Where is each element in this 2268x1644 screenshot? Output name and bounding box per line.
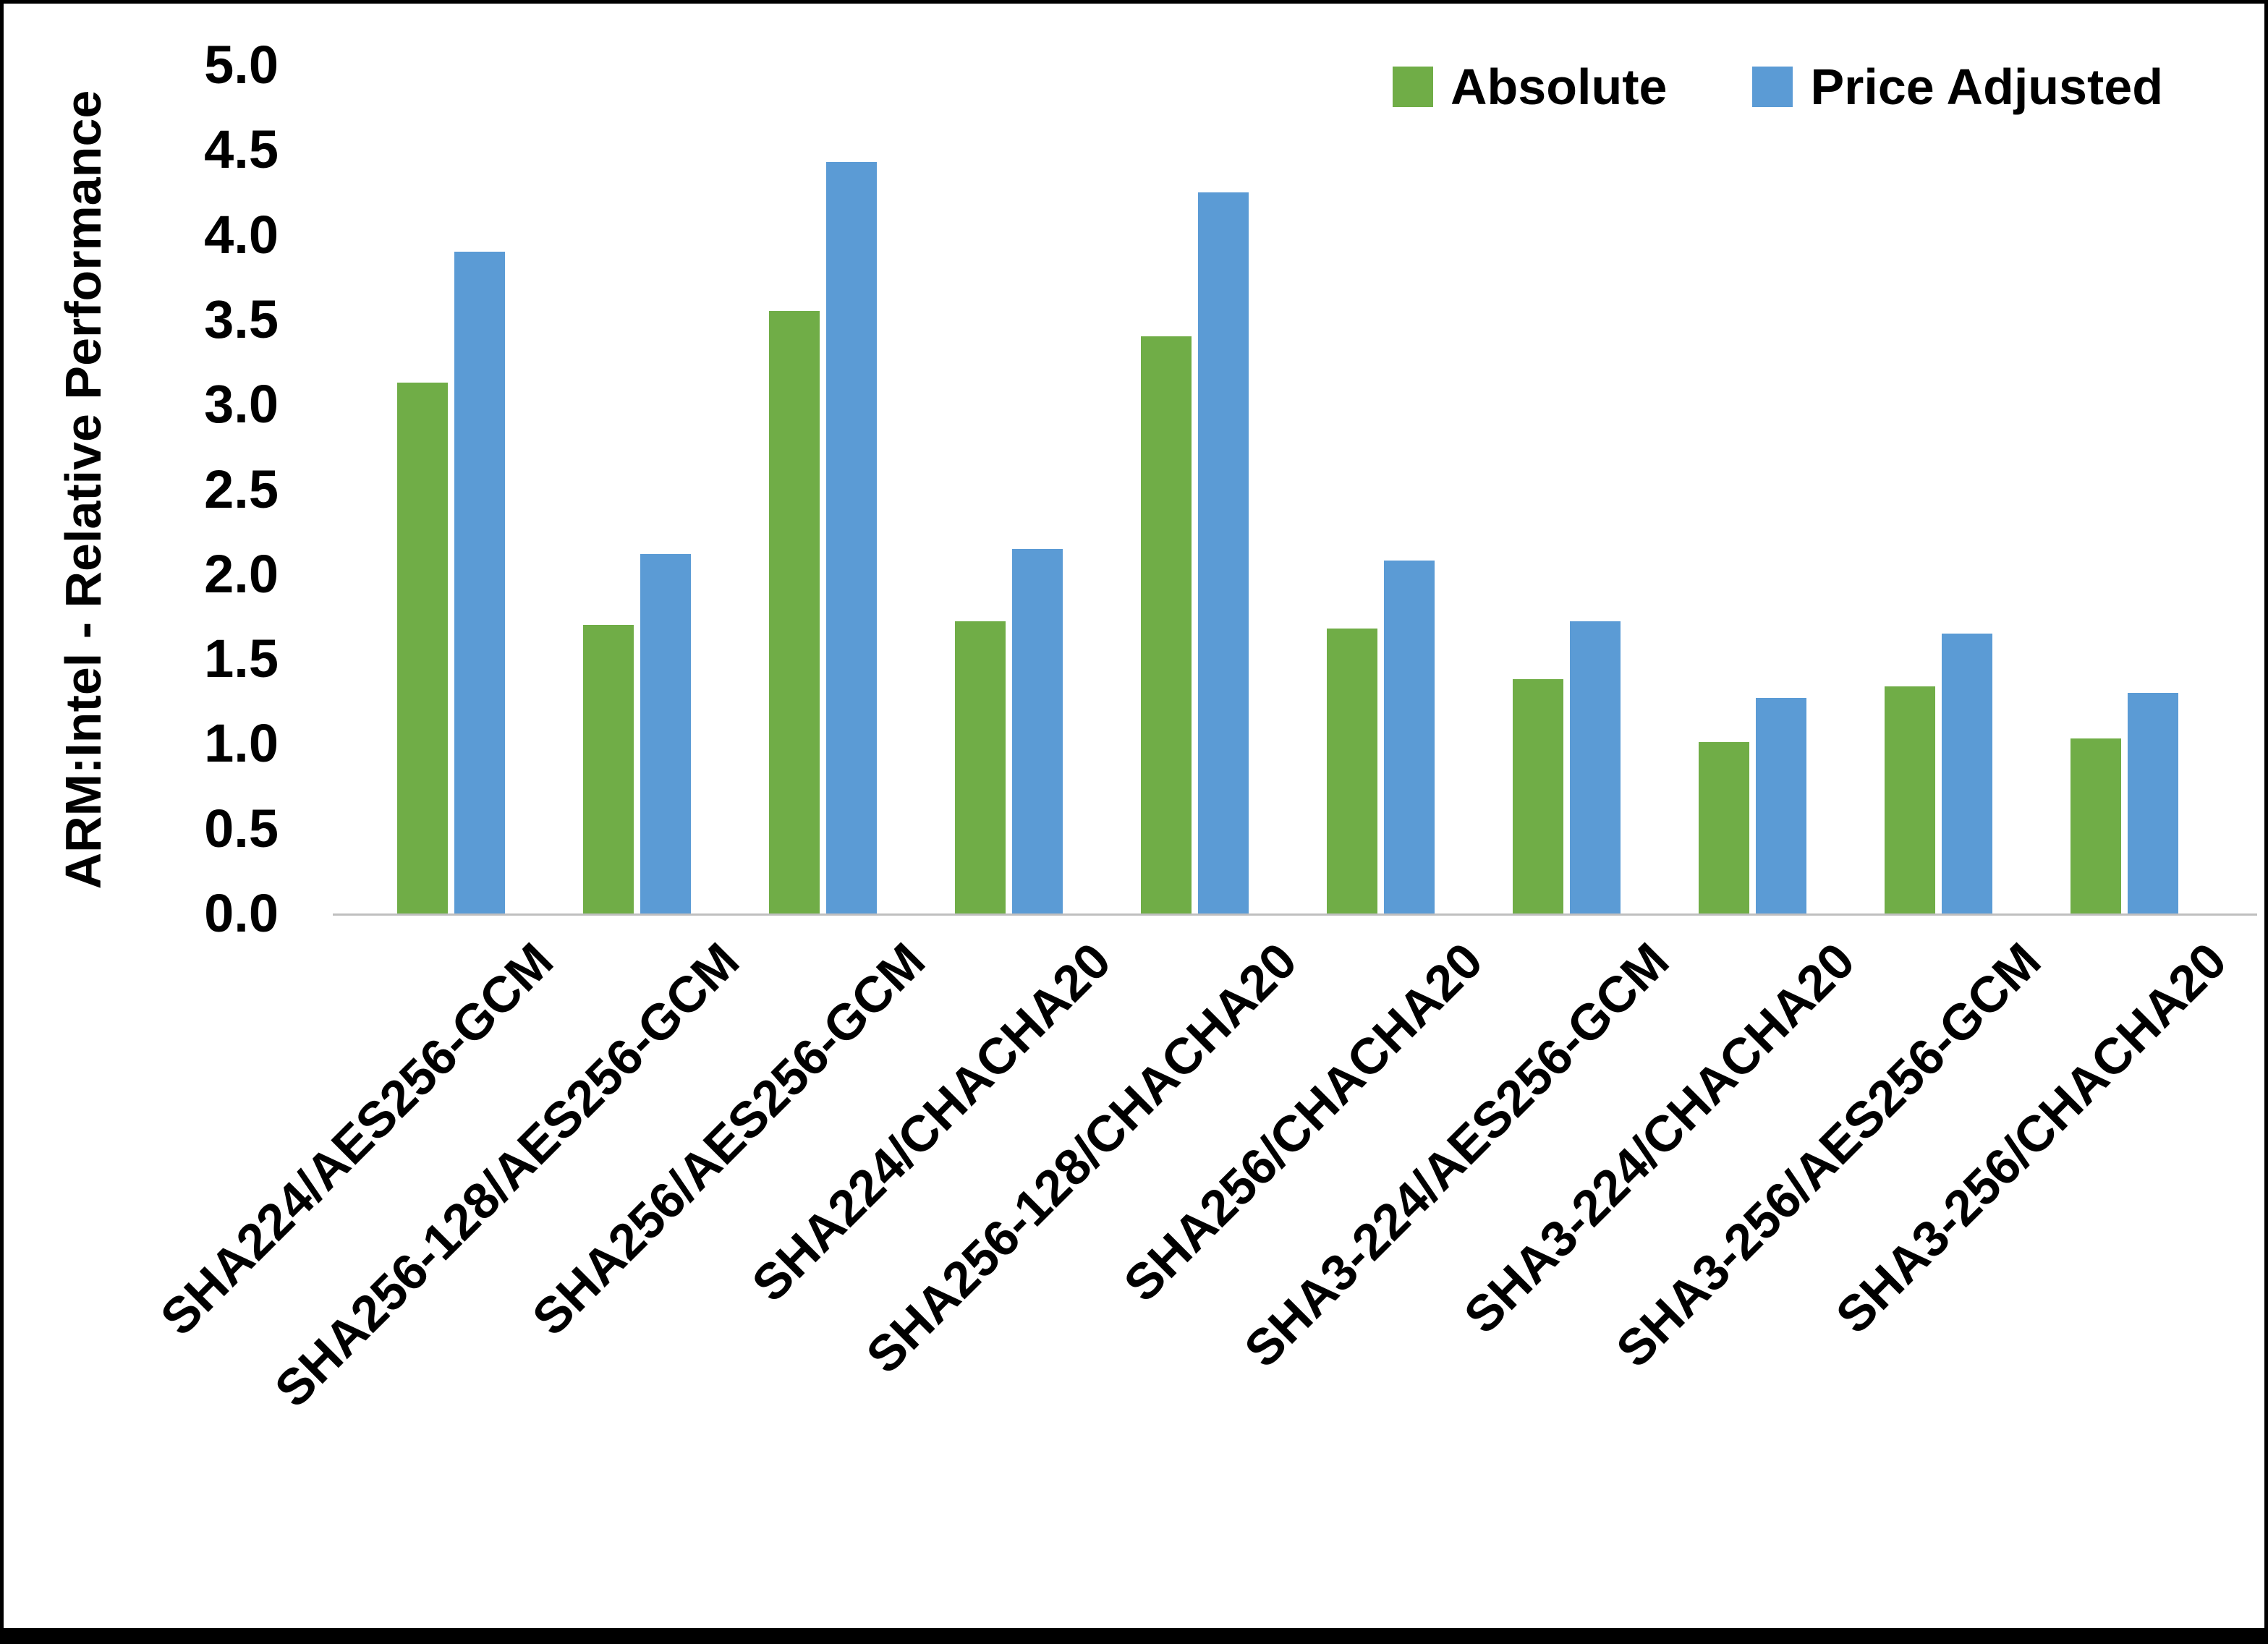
y-tick-label: 2.0 bbox=[204, 543, 279, 604]
legend-swatch-absolute bbox=[1393, 67, 1433, 107]
bar-price-adjusted bbox=[454, 252, 505, 913]
y-tick-label: 0.0 bbox=[204, 883, 279, 943]
bar-absolute bbox=[1513, 679, 1563, 913]
plot-area: 0.0 0.5 1.0 1.5 2.0 2.5 3.0 3.5 4.0 4.5 5.0 SHA224/… bbox=[4, 4, 2264, 1628]
bar-price-adjusted bbox=[826, 162, 877, 913]
x-tick-label: SHA256/CHACHA20 bbox=[1113, 932, 1494, 1313]
bar-price-adjusted bbox=[2128, 693, 2178, 913]
legend-label-price-adjusted: Price Adjusted bbox=[1810, 59, 2163, 115]
y-tick-label: 2.5 bbox=[204, 459, 279, 519]
x-tick-label: SHA224/CHACHA20 bbox=[741, 932, 1122, 1313]
bar-absolute bbox=[955, 621, 1006, 913]
legend: Absolute Price Adjusted bbox=[1393, 58, 2163, 116]
x-tick-label: SHA3-256/CHACHA20 bbox=[1825, 932, 2238, 1345]
bar-price-adjusted bbox=[1012, 549, 1063, 913]
bar-absolute bbox=[2070, 738, 2121, 913]
bar-absolute bbox=[397, 383, 448, 913]
y-tick-label: 0.5 bbox=[204, 798, 279, 859]
bar-absolute bbox=[583, 625, 634, 913]
bar-absolute bbox=[1327, 629, 1377, 913]
bar-price-adjusted bbox=[1570, 621, 1621, 913]
y-tick-label: 1.0 bbox=[204, 713, 279, 774]
bar-price-adjusted bbox=[1942, 634, 1992, 913]
bar-absolute bbox=[1699, 742, 1749, 913]
bar-price-adjusted bbox=[1756, 698, 1806, 913]
y-tick-label: 5.0 bbox=[204, 35, 279, 95]
y-tick-label: 3.0 bbox=[204, 374, 279, 435]
y-tick-label: 4.0 bbox=[204, 204, 279, 265]
y-tick-label: 3.5 bbox=[204, 289, 279, 349]
bar-price-adjusted bbox=[1384, 561, 1435, 913]
y-tick-label: 1.5 bbox=[204, 629, 279, 689]
bar-absolute bbox=[1141, 336, 1192, 913]
x-axis-line bbox=[333, 913, 2257, 916]
bar-absolute bbox=[1885, 686, 1935, 913]
bar-price-adjusted bbox=[640, 554, 691, 913]
legend-label-absolute: Absolute bbox=[1451, 59, 1668, 115]
bar-absolute bbox=[769, 311, 820, 913]
bar-price-adjusted bbox=[1198, 192, 1249, 913]
y-tick-label: 4.5 bbox=[204, 119, 279, 180]
legend-swatch-price-adjusted bbox=[1752, 67, 1793, 107]
